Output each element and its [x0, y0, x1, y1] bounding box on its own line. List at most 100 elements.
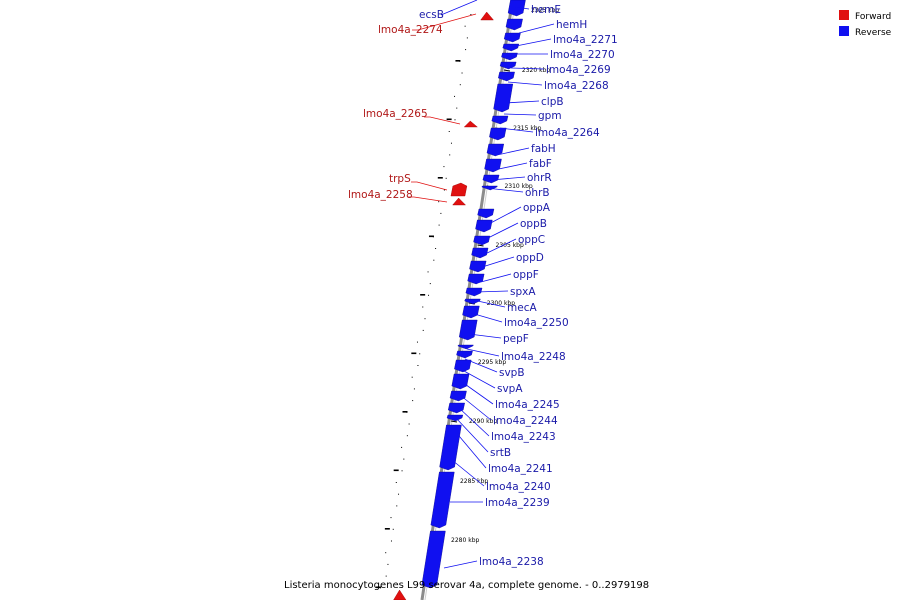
reverse-gene-block[interactable]	[498, 71, 515, 82]
leader-line	[514, 6, 530, 10]
gene-label-lmo4a_2244[interactable]: lmo4a_2244	[493, 415, 558, 427]
forward-gene-block[interactable]	[450, 182, 468, 197]
reverse-gene-block[interactable]	[469, 260, 487, 273]
label-leaders	[408, 0, 555, 569]
minor-tick-dot	[385, 552, 387, 554]
minor-tick-dot	[390, 517, 392, 519]
reverse-gene-block[interactable]	[475, 219, 493, 233]
leader-line	[440, 0, 478, 16]
reverse-gene-block[interactable]	[505, 18, 523, 31]
reverse-gene-block[interactable]	[421, 530, 446, 589]
gene-label-ecsB[interactable]: ecsB	[419, 9, 444, 21]
forward-gene-block[interactable]	[463, 120, 478, 128]
legend: Forward Reverse	[839, 10, 892, 38]
leader-line	[408, 196, 448, 203]
reverse-gene-block[interactable]	[464, 298, 481, 305]
minor-tick-dot	[450, 142, 452, 144]
gene-label-lmo4a_2265[interactable]: lmo4a_2265	[363, 108, 428, 120]
gene-label-lmo4a_2270[interactable]: lmo4a_2270	[550, 49, 615, 61]
gene-label-lmo4a_2268[interactable]: lmo4a_2268	[544, 80, 609, 92]
gene-label-oppF[interactable]: oppF	[513, 269, 539, 281]
forward-gene-block[interactable]	[480, 11, 494, 21]
reverse-gene-block[interactable]	[493, 83, 514, 113]
gene-label-ohrB[interactable]: ohrB	[525, 187, 550, 199]
minor-tick-dot	[438, 224, 440, 226]
gene-label-lmo4a_2264[interactable]: lmo4a_2264	[535, 127, 600, 139]
reverse-gene-block[interactable]	[430, 471, 455, 529]
gene-label-svpA[interactable]: svpA	[497, 383, 523, 395]
gene-label-oppD[interactable]: oppD	[516, 252, 544, 264]
reverse-gene-block[interactable]	[499, 61, 517, 70]
leader-line	[485, 187, 524, 193]
minor-tick-dot	[459, 84, 461, 86]
forward-gene-block[interactable]	[452, 197, 467, 206]
reverse-gene-block[interactable]	[473, 235, 491, 246]
reverse-gene-block[interactable]	[454, 359, 472, 373]
minor-tick-dot	[419, 353, 421, 355]
minor-tick-dot	[413, 388, 415, 390]
reverse-gene-block[interactable]	[471, 247, 489, 259]
reverse-gene-block[interactable]	[491, 115, 509, 125]
gene-label-lmo4a_2238[interactable]: lmo4a_2238	[479, 556, 544, 568]
gene-label-clpB[interactable]: clpB	[541, 96, 564, 108]
reverse-gene-block[interactable]	[457, 344, 474, 350]
leader-line	[476, 273, 512, 284]
gene-label-lmo4a_2239[interactable]: lmo4a_2239	[485, 497, 550, 509]
reverse-gene-block[interactable]	[477, 208, 495, 219]
gene-label-hemE[interactable]: hemE	[531, 4, 561, 16]
gene-label-mecA[interactable]: mecA	[507, 302, 537, 314]
gene-label-spxA[interactable]: spxA	[510, 286, 536, 298]
gene-label-lmo4a_2240[interactable]: lmo4a_2240	[486, 481, 551, 493]
reverse-gene-block[interactable]	[482, 174, 500, 184]
gene-label-lmo4a_2271[interactable]: lmo4a_2271	[553, 34, 618, 46]
reverse-gene-block[interactable]	[502, 43, 520, 52]
minor-tick-dot	[454, 95, 456, 97]
reverse-gene-block[interactable]	[458, 319, 478, 341]
reverse-gene-block[interactable]	[507, 0, 526, 17]
gene-label-lmo4a_2258[interactable]: lmo4a_2258	[348, 189, 413, 201]
reverse-gene-block[interactable]	[489, 127, 507, 141]
gene-label-lmo4a_2269[interactable]: lmo4a_2269	[546, 64, 611, 76]
gene-label-oppB[interactable]: oppB	[520, 218, 547, 230]
minor-tick-dot	[443, 166, 445, 168]
gene-label-fabF[interactable]: fabF	[529, 158, 552, 170]
reverse-gene-block[interactable]	[484, 158, 502, 173]
leader-line	[475, 290, 509, 293]
gene-label-lmo4a_2243[interactable]: lmo4a_2243	[491, 431, 556, 443]
gene-label-pepF[interactable]: pepF	[503, 333, 529, 345]
gene-label-fabH[interactable]: fabH	[531, 143, 556, 155]
reverse-gene-block[interactable]	[451, 373, 470, 390]
reverse-gene-block[interactable]	[462, 305, 480, 319]
forward-gene-block[interactable]	[393, 589, 407, 600]
gene-label-lmo4a_2245[interactable]: lmo4a_2245	[495, 399, 560, 411]
reverse-gene-block[interactable]	[501, 52, 518, 61]
minor-tick-dash	[446, 118, 452, 121]
gene-label-srtB[interactable]: srtB	[490, 447, 511, 459]
gene-label-lmo4a_2248[interactable]: lmo4a_2248	[501, 351, 566, 363]
reverse-gene-block[interactable]	[465, 287, 483, 297]
gene-label-oppC[interactable]: oppC	[518, 234, 545, 246]
scale-ticks: 2325 kbp 2320 kbp 2315 kbp 2310 kbp 2305 kbp…	[376, 7, 559, 589]
gene-label-gpm[interactable]: gpm	[538, 110, 562, 122]
gene-label-lmo4a_2250[interactable]: lmo4a_2250	[504, 317, 569, 329]
reverse-gene-block[interactable]	[456, 350, 473, 359]
leader-line	[451, 459, 485, 487]
gene-label-trpS[interactable]: trpS	[389, 173, 411, 185]
gene-label-hemH[interactable]: hemH	[556, 19, 587, 31]
minor-tick-dot	[412, 400, 414, 402]
gene-label-lmo4a_2241[interactable]: lmo4a_2241	[488, 463, 553, 475]
gene-label-oppA[interactable]: oppA	[523, 202, 551, 214]
reverse-gene-block[interactable]	[447, 402, 465, 414]
reverse-gene-block[interactable]	[446, 414, 464, 422]
scale-tick	[503, 69, 511, 72]
leader-line	[464, 358, 498, 373]
reverse-gene-block[interactable]	[439, 424, 462, 471]
gene-label-lmo4a_2274[interactable]: lmo4a_2274	[378, 24, 443, 36]
gene-label-ohrR[interactable]: ohrR	[527, 172, 552, 184]
leader-line	[459, 394, 492, 421]
reverse-gene-block[interactable]	[503, 32, 521, 43]
minor-tick-dot	[438, 201, 440, 203]
gene-label-svpB[interactable]: svpB	[499, 367, 525, 379]
reverse-gene-block[interactable]	[449, 390, 467, 402]
legend-reverse-swatch	[839, 26, 849, 36]
